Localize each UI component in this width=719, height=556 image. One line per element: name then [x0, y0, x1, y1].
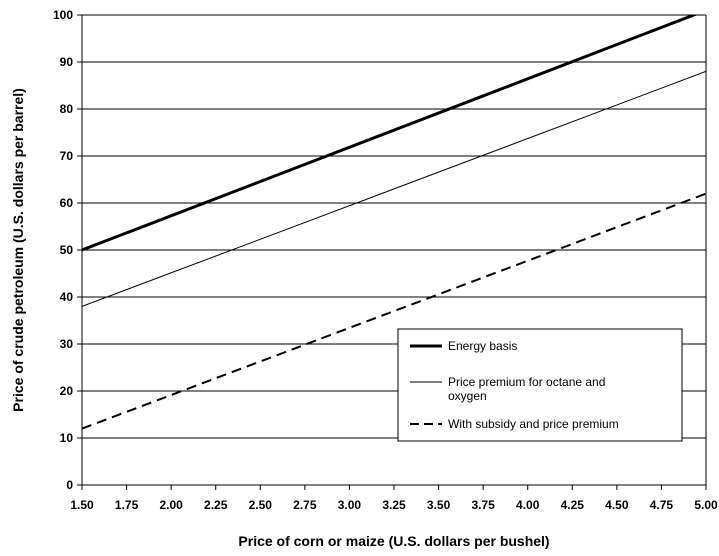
- x-tick-label-6: 3.00: [338, 498, 362, 512]
- y-tick-label-1: 10: [60, 431, 74, 445]
- x-tick-label-12: 4.50: [605, 498, 629, 512]
- legend-box: [397, 328, 683, 442]
- x-tick-label-7: 3.25: [382, 498, 406, 512]
- x-tick-labels: 1.50 1.75 2.00 2.25 2.50 2.75 3.00 3.25 3.50 3.75…: [70, 498, 718, 512]
- x-tick-label-9: 3.75: [471, 498, 495, 512]
- y-tick-label-2: 20: [60, 384, 74, 398]
- y-tick-label-3: 30: [60, 337, 74, 351]
- axes: [77, 14, 707, 490]
- x-tick-label-5: 2.75: [293, 498, 317, 512]
- x-axis-label: Price of corn or maize (U.S. dollars per…: [238, 533, 549, 549]
- legend-label-1-line2: oxygen: [448, 389, 487, 403]
- x-tick-label-4: 2.50: [249, 498, 273, 512]
- legend: Energy basis Price premium for octane and…: [397, 328, 683, 442]
- y-tick-label-6: 60: [60, 196, 74, 210]
- grid-lines: [82, 14, 706, 486]
- y-axis-label: Price of crude petroleum (U.S. dollars p…: [10, 88, 26, 412]
- x-tick-label-1: 1.75: [115, 498, 139, 512]
- y-tick-label-10: 100: [53, 8, 73, 22]
- y-tick-label-4: 40: [60, 290, 74, 304]
- legend-label-0: Energy basis: [448, 339, 517, 353]
- legend-label-2: With subsidy and price premium: [448, 417, 619, 431]
- x-tick-label-2: 2.00: [159, 498, 183, 512]
- y-tick-label-5: 50: [60, 243, 74, 257]
- series-line-1: [82, 70, 706, 307]
- y-tick-label-8: 80: [60, 102, 74, 116]
- y-tick-label-9: 90: [60, 55, 74, 69]
- y-tick-label-0: 0: [66, 478, 73, 492]
- x-tick-label-10: 4.00: [516, 498, 540, 512]
- y-tick-labels: 0 10 20 30 40 50 60 70 80 90 100: [53, 8, 73, 492]
- x-tick-label-11: 4.25: [561, 498, 585, 512]
- x-tick-label-13: 4.75: [650, 498, 674, 512]
- legend-label-1: Price premium for octane and: [448, 375, 605, 389]
- series-group: [82, 15, 706, 430]
- x-tick-label-8: 3.50: [427, 498, 451, 512]
- y-tick-label-7: 70: [60, 149, 74, 163]
- x-tick-label-0: 1.50: [70, 498, 94, 512]
- series-line-0: [82, 15, 698, 252]
- x-tick-label-14: 5.00: [694, 498, 718, 512]
- x-tick-label-3: 2.25: [204, 498, 228, 512]
